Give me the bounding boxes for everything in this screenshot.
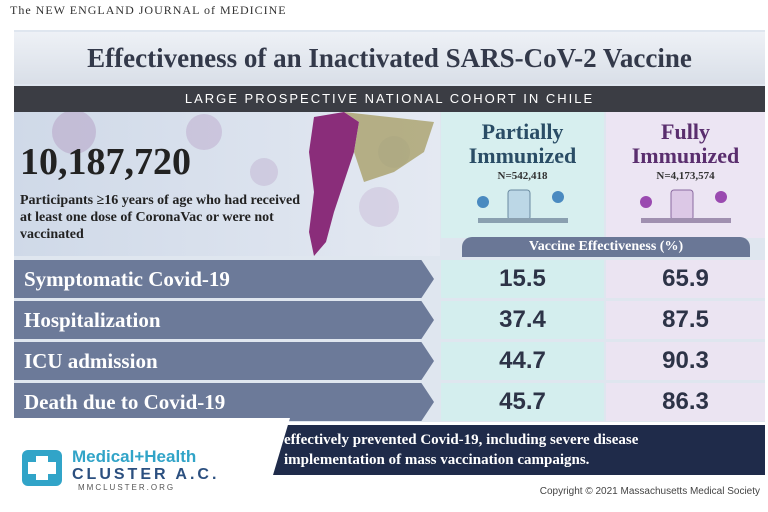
intro-panel	[14, 112, 440, 256]
column-name: Fully Immunized	[631, 119, 740, 168]
table-header: Vaccine Effectiveness (%)	[462, 237, 750, 257]
vaccine-icon	[476, 189, 568, 223]
effectiveness-value: 37.4	[441, 301, 604, 339]
logo-background	[0, 418, 290, 512]
vaccine-icon	[639, 189, 731, 223]
column-name: Partially Immunized	[468, 119, 577, 168]
effectiveness-value: 90.3	[606, 342, 765, 380]
column-n: N=542,418	[497, 170, 548, 182]
participants-count: 10,187,720	[20, 141, 191, 183]
row-label: ICU admission	[14, 342, 434, 380]
copyright: Copyright © 2021 Massachusetts Medical S…	[539, 486, 760, 497]
effectiveness-value: 86.3	[606, 383, 765, 421]
conclusion: effectively prevented Covid-19, includin…	[272, 425, 765, 475]
effectiveness-value: 45.7	[441, 383, 604, 421]
journal-name: The NEW ENGLAND JOURNAL of MEDICINE	[10, 3, 287, 17]
row-label: Death due to Covid-19	[14, 383, 434, 421]
logo-url: MMCLUSTER.ORG	[78, 483, 176, 492]
column-n: N=4,173,574	[656, 170, 715, 182]
row-label: Symptomatic Covid-19	[14, 260, 434, 298]
logo-name: Medical+Health	[72, 447, 197, 466]
row-label: Hospitalization	[14, 301, 434, 339]
column-header: Fully Immunized N=4,173,574	[606, 112, 765, 238]
subtitle: LARGE PROSPECTIVE NATIONAL COHORT IN CHI…	[14, 86, 765, 112]
description: Participants ≥16 years of age who had re…	[20, 193, 300, 242]
title: Effectiveness of an Inactivated SARS-CoV…	[14, 32, 765, 84]
effectiveness-value: 87.5	[606, 301, 765, 339]
effectiveness-value: 44.7	[441, 342, 604, 380]
effectiveness-value: 65.9	[606, 260, 765, 298]
conclusion-line: implementation of mass vaccination campa…	[284, 452, 590, 468]
conclusion-line: effectively prevented Covid-19, includin…	[284, 432, 639, 448]
effectiveness-value: 15.5	[441, 260, 604, 298]
decoration	[52, 112, 434, 256]
logo-subname: CLUSTER A.C.	[72, 466, 220, 483]
column-header: Partially Immunized N=542,418	[441, 112, 604, 238]
